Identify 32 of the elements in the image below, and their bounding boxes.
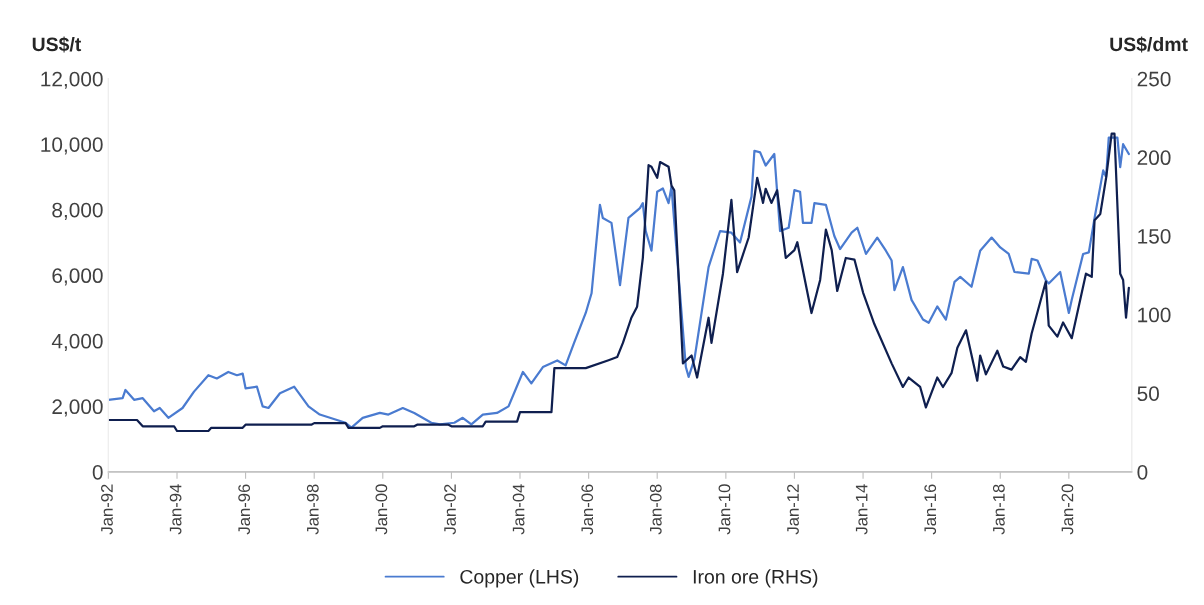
- y2-tick-label: 50: [1137, 386, 1159, 401]
- legend-label: Iron ore (RHS): [693, 569, 818, 588]
- x-tick-label: Jan-16: [924, 484, 937, 535]
- y-tick-label: 12,000: [41, 71, 103, 89]
- x-tick-label: Jan-00: [375, 484, 388, 535]
- y-tick-label: 4,000: [51, 333, 103, 352]
- x-tick-label: Jan-10: [718, 484, 731, 535]
- x-tick-label: Jan-98: [306, 484, 319, 535]
- x-tick-label: Jan-18: [992, 484, 1005, 535]
- x-tick-label: Jan-08: [649, 484, 662, 535]
- y-tick-label: 6,000: [52, 268, 103, 286]
- y2-tick-label: 0: [1137, 464, 1148, 480]
- y2-tick-label: 250: [1137, 71, 1171, 87]
- legend-label: Copper (LHS): [460, 569, 579, 588]
- y-tick-label: 10,000: [41, 137, 103, 155]
- y-tick-label: 0: [92, 464, 103, 480]
- x-tick-label: Jan-92: [101, 484, 113, 535]
- x-tick-label: Jan-12: [787, 484, 799, 535]
- x-tick-label: Jan-02: [444, 484, 456, 535]
- x-tick-label: Jan-96: [238, 484, 251, 535]
- y2-axis-title: US$/dmt: [1110, 36, 1188, 53]
- y-tick-label: 8,000: [52, 202, 103, 220]
- x-tick-label: Jan-20: [1061, 484, 1074, 535]
- y-axis-title: US$/t: [32, 36, 82, 53]
- y2-tick-label: 200: [1137, 150, 1171, 166]
- x-tick-label: Jan-04: [512, 484, 525, 535]
- y2-tick-label: 150: [1138, 228, 1171, 244]
- y-tick-label: 2,000: [52, 399, 103, 417]
- x-tick-label: Jan-94: [169, 484, 182, 535]
- y2-tick-label: 100: [1138, 307, 1171, 323]
- x-tick-label: Jan-06: [581, 484, 594, 535]
- x-tick-label: Jan-14: [855, 484, 868, 535]
